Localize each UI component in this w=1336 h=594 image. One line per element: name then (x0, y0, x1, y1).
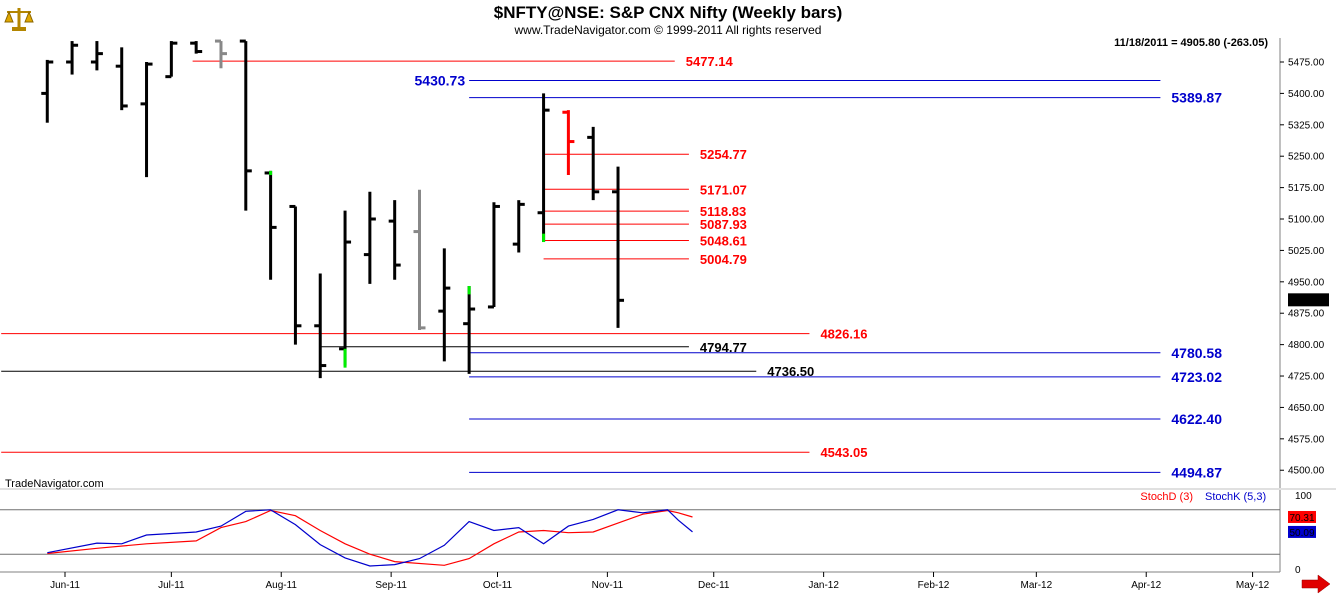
level-label: 5389.87 (1171, 90, 1222, 106)
price-tick-label: 5250.00 (1288, 152, 1325, 163)
level-label: 5087.93 (700, 217, 747, 232)
level-label: 4736.50 (767, 364, 814, 379)
price-bars (41, 39, 625, 379)
stoch-last-label: 50.09 (1289, 528, 1314, 539)
price-tick-label: 5025.00 (1288, 246, 1325, 257)
level-label: 5430.73 (415, 73, 466, 89)
time-tick-label: Mar-12 (1020, 580, 1052, 591)
price-tick-label: 5325.00 (1288, 120, 1325, 131)
chart-title: $NFTY@NSE: S&P CNX Nifty (Weekly bars) (494, 3, 842, 22)
stoch-series-line (47, 509, 693, 566)
time-tick-label: Nov-11 (592, 580, 624, 591)
time-tick-label: Aug-11 (265, 580, 297, 591)
level-label: 4543.05 (820, 445, 867, 460)
time-tick-label: Jul-11 (158, 580, 185, 591)
time-tick-label: Dec-11 (698, 580, 730, 591)
level-label: 4826.16 (820, 327, 867, 342)
right-arrow-icon[interactable] (1301, 574, 1331, 594)
legend-stochd: StochD (3) (1140, 491, 1193, 503)
last-price-badge: 4905.80 (1288, 293, 1329, 307)
legend-stochk: StochK (5,3) (1205, 491, 1266, 503)
price-tick-label: 4650.00 (1288, 403, 1325, 414)
stoch-tick-label: 0 (1295, 565, 1301, 576)
price-axis: 5475.00 5400.00 5325.00 5250.00 5175.00 5100.… (1280, 58, 1325, 477)
level-lines: 5477.14 5430.73 5389.87 5254.77 5171.07 5118.… (1, 54, 1222, 480)
price-tick-label: 4500.00 (1288, 466, 1325, 477)
last-price-info: 11/18/2011 = 4905.80 (-263.05) (1114, 37, 1268, 49)
price-tick-label: 4950.00 (1288, 277, 1325, 288)
time-tick-label: Feb-12 (918, 580, 950, 591)
level-label: 5004.79 (700, 252, 747, 267)
time-tick-label: Jun-11 (50, 580, 80, 591)
price-tick-label: 5475.00 (1288, 58, 1325, 69)
last-price-label: 4905.80 (1290, 296, 1327, 307)
price-tick-label: 4575.00 (1288, 434, 1325, 445)
stoch-series-line (47, 509, 693, 567)
stoch-last-badge (1288, 525, 1316, 538)
level-label: 4780.58 (1171, 345, 1222, 361)
copyright-text: www.TradeNavigator.com © 1999-2011 All r… (514, 23, 822, 37)
stochastic-panel: 100 0 70.31 50.09 (0, 491, 1316, 576)
level-label: 4494.87 (1171, 464, 1222, 480)
level-label: 5118.83 (700, 204, 746, 219)
price-tick-label: 5400.00 (1288, 89, 1325, 100)
time-tick-label: Apr-12 (1131, 580, 1161, 591)
price-tick-label: 4725.00 (1288, 372, 1325, 383)
time-axis: Jun-11 Jul-11 Aug-11 Sep-11 Oct-11 Nov-11 Dec-… (50, 572, 1270, 591)
price-tick-label: 4800.00 (1288, 340, 1325, 351)
level-label: 4794.77 (700, 340, 747, 355)
price-tick-label: 5175.00 (1288, 183, 1325, 194)
time-tick-label: May-12 (1236, 580, 1270, 591)
stoch-tick-label: 100 (1295, 491, 1312, 502)
price-tick-label: 5100.00 (1288, 215, 1325, 226)
level-label: 5171.07 (700, 182, 747, 197)
time-tick-label: Oct-11 (483, 580, 513, 591)
stoch-last-label: 70.31 (1289, 513, 1314, 524)
level-label: 5048.61 (700, 234, 747, 249)
time-tick-label: Sep-11 (375, 580, 407, 591)
level-label: 5477.14 (686, 54, 734, 69)
price-tick-label: 4875.00 (1288, 309, 1325, 320)
stoch-last-badge (1288, 510, 1316, 523)
time-tick-label: Jan-12 (808, 580, 839, 591)
level-label: 4723.02 (1171, 369, 1222, 385)
level-label: 4622.40 (1171, 411, 1222, 427)
watermark-text: TradeNavigator.com (5, 478, 104, 490)
level-label: 5254.77 (700, 147, 747, 162)
balance-scale-icon[interactable] (4, 4, 34, 32)
